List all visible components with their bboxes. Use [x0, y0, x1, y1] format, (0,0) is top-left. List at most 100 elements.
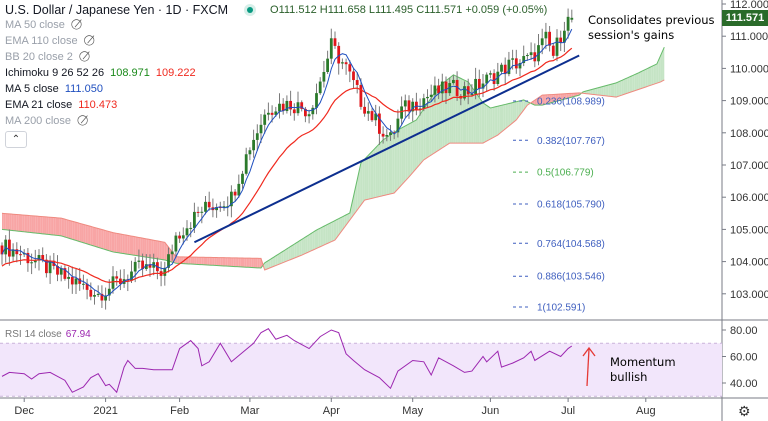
cloud-segment	[114, 232, 117, 253]
cloud-segment	[520, 100, 522, 115]
cloud-segment	[142, 238, 145, 257]
cloud-segment	[116, 233, 119, 253]
cloud-segment	[144, 238, 147, 258]
cloud-segment	[63, 218, 65, 237]
cloud-segment	[157, 240, 160, 260]
cloud-segment	[538, 96, 541, 106]
cloud-segment	[571, 93, 574, 98]
cloud-segment	[368, 153, 371, 200]
cloud-segment	[484, 104, 487, 143]
cloud-segment	[268, 259, 271, 269]
cloud-segment	[421, 108, 424, 162]
cloud-segment	[486, 105, 489, 142]
candle-body	[329, 38, 333, 59]
cloud-segment	[299, 239, 302, 256]
cloud-segment	[373, 147, 376, 198]
hidden-eye-icon[interactable]: ◯̸	[70, 19, 83, 30]
indicator-legend-row[interactable]: EMA 21 close 110.473	[5, 97, 547, 113]
candle-body	[511, 58, 514, 60]
cloud-segment	[50, 217, 52, 235]
cloud-segment	[218, 257, 221, 266]
cloud-segment	[329, 222, 332, 243]
cloud-segment	[199, 257, 202, 265]
cloud-segment	[594, 88, 596, 95]
fib-level-label: 0.236(108.989)	[537, 96, 605, 107]
cloud-segment	[125, 235, 128, 255]
cloud-segment	[366, 155, 369, 200]
candle-body	[104, 295, 107, 301]
rsi-label: RSI 14 close	[5, 329, 62, 340]
candle-body	[551, 45, 555, 56]
candle-body	[67, 276, 70, 279]
indicator-legend-row[interactable]: MA 200 close ◯̸	[5, 113, 547, 129]
cloud-segment	[375, 145, 378, 198]
cloud-segment	[303, 237, 306, 255]
indicator-label: MA 200 close	[5, 115, 72, 127]
hidden-eye-icon[interactable]: ◯̸	[78, 51, 91, 62]
collapse-legend-button[interactable]: ⌃	[5, 131, 27, 148]
hidden-eye-icon[interactable]: ◯̸	[83, 35, 95, 46]
cloud-segment	[525, 100, 528, 108]
candle-body	[30, 262, 33, 264]
cloud-segment	[451, 74, 454, 144]
cloud-segment	[40, 216, 43, 234]
cloud-segment	[98, 228, 101, 248]
cloud-segment	[59, 217, 62, 236]
candle-body	[344, 62, 348, 65]
candle-body	[292, 109, 296, 114]
indicator-legend-row[interactable]: Ichimoku 9 26 52 26 108.971 109.222	[5, 65, 547, 81]
hidden-eye-icon[interactable]: ◯̸	[77, 115, 89, 126]
cloud-segment	[251, 258, 254, 268]
candle-body	[148, 264, 152, 268]
ema21-line	[1, 47, 573, 283]
candle-body	[359, 84, 363, 107]
cloud-segment	[377, 143, 380, 197]
cloud-segment	[636, 72, 639, 91]
candle-body	[533, 52, 537, 62]
cloud-segment	[155, 240, 158, 259]
cloud-segment	[623, 78, 626, 95]
cloud-segment	[438, 85, 441, 151]
candle-body	[93, 295, 96, 297]
cloud-segment	[351, 196, 354, 218]
candle-body	[33, 260, 37, 263]
indicator-legend-row[interactable]: MA 5 close 111.050	[5, 81, 547, 97]
annotation-line: session's gains	[588, 28, 675, 42]
indicator-legend-row[interactable]: MA 50 close ◯̸	[5, 17, 547, 33]
cloud-segment	[159, 241, 162, 260]
fib-level-label: 0.764(104.568)	[537, 239, 605, 250]
cloud-segment	[13, 214, 15, 231]
candle-body	[222, 206, 226, 208]
cloud-segment	[379, 141, 382, 197]
cloud-segment	[656, 59, 659, 84]
candle-body	[518, 63, 522, 69]
indicator-legend-row[interactable]: EMA 110 close ◯̸	[5, 33, 547, 49]
cloud-segment	[151, 239, 154, 259]
cloud-segment	[655, 63, 657, 84]
cloud-segment	[270, 258, 273, 268]
indicator-value: 111.050	[64, 83, 103, 95]
cloud-segment	[135, 236, 138, 256]
cloud-segment	[423, 106, 426, 160]
cloud-segment	[549, 94, 552, 104]
cloud-segment	[37, 216, 39, 234]
cloud-segment	[277, 253, 280, 265]
candle-body	[137, 260, 141, 262]
candle-body	[267, 112, 270, 115]
y-tick-label: 108.000	[730, 128, 768, 140]
symbol-title[interactable]: U.S. Dollar / Japanese Yen · 1D · FXCM	[5, 3, 229, 17]
cloud-segment	[545, 94, 548, 105]
candle-body	[355, 80, 359, 85]
indicator-legend-row[interactable]: BB 20 close 2 ◯̸	[5, 49, 547, 65]
candle-body	[289, 100, 292, 110]
candle-body	[181, 235, 185, 239]
settings-gear-icon[interactable]: ⚙	[738, 403, 751, 419]
cloud-segment	[16, 214, 19, 232]
cloud-segment	[431, 95, 434, 156]
cloud-segment	[568, 93, 570, 99]
cloud-segment	[386, 136, 389, 195]
cloud-segment	[510, 102, 513, 125]
cloud-segment	[94, 227, 97, 247]
cloud-segment	[46, 216, 49, 235]
